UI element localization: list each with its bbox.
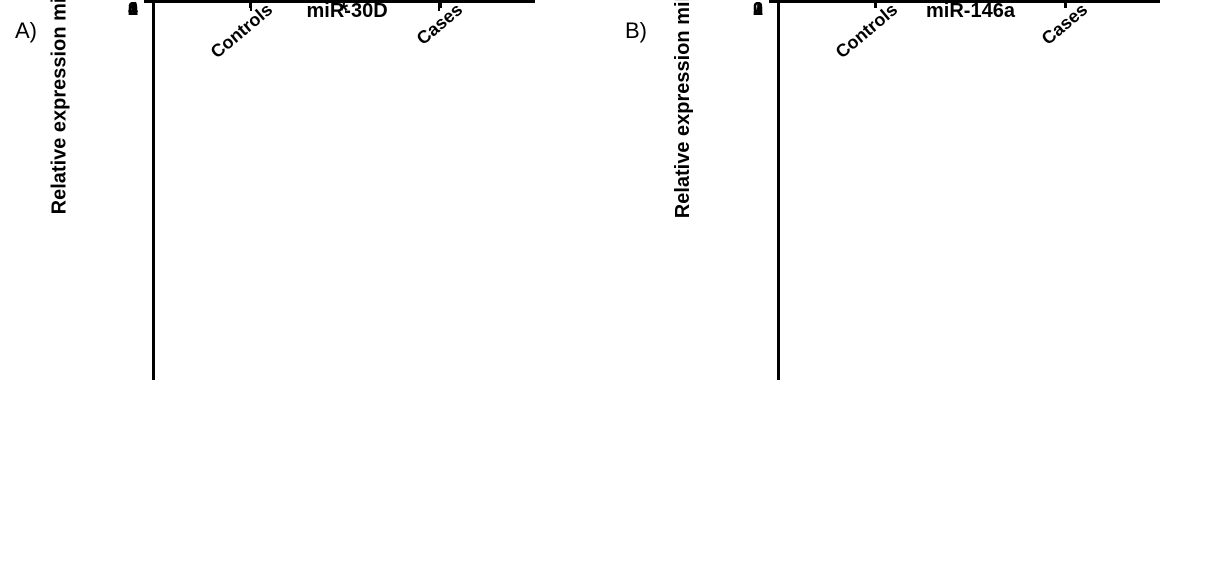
xtick-B-1: [1064, 0, 1067, 8]
figure: A)01234Relative expression miR-30D (fold…: [0, 0, 1207, 572]
ytick-A: [144, 0, 152, 3]
ytick-B: [769, 0, 777, 3]
sig-star-A: *: [340, 0, 349, 22]
xcat-A-0: Controls: [207, 0, 275, 61]
sig-v2-A: [438, 0, 440, 11]
y-axis-label-A: Relative expression miR-30D (fold change…: [48, 0, 71, 214]
x-axis-label-B: miR-146a: [926, 0, 1015, 23]
y-axis-B: [777, 0, 780, 380]
ytick-label-A: 4: [108, 0, 138, 18]
xtick-B-0: [874, 0, 877, 8]
y-axis-label-B: Relative expression miR-146a (fold chang…: [672, 0, 695, 218]
panel-label-A: A): [15, 18, 37, 44]
y-axis-A: [152, 0, 155, 380]
panel-label-B: B): [625, 18, 647, 44]
xcat-B-0: Controls: [832, 0, 900, 61]
sig-v1-A: [250, 0, 252, 11]
ytick-label-B: 3: [733, 0, 763, 18]
